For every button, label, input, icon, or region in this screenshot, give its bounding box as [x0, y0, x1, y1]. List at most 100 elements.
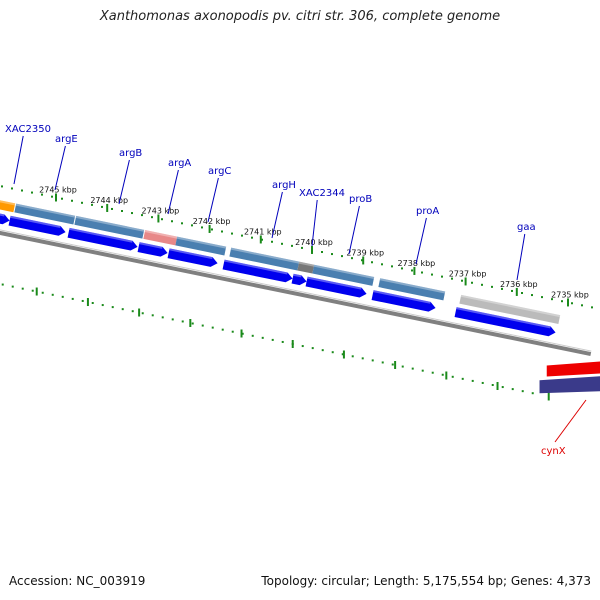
- backbone-line: [0, 230, 592, 357]
- inner-tick-dot: [461, 377, 464, 380]
- gene-bar-argA: [143, 230, 178, 246]
- tick-dot: [391, 265, 393, 268]
- tick-dot: [501, 287, 503, 290]
- inner-tick-dot: [41, 291, 44, 294]
- gene-label-argH: argH: [272, 180, 296, 191]
- leader-line-argB: [118, 159, 130, 205]
- inner-tick-dot: [151, 314, 154, 317]
- inner-tick-dot: [61, 295, 64, 298]
- leader-line-proB: [348, 205, 360, 255]
- tick-dot: [91, 203, 93, 206]
- inner-tick-dot: [131, 310, 134, 313]
- cds-arrow: [167, 248, 218, 267]
- cds-arrow-shade: [307, 276, 362, 290]
- map-title: Xanthomonas axonopodis pv. citri str. 30…: [99, 9, 501, 24]
- inner-tick-dot: [211, 326, 214, 329]
- tick-label: 2745 kbp: [39, 185, 77, 194]
- gene-label-proA: proA: [416, 206, 439, 217]
- tick-dot: [591, 306, 593, 309]
- gene-label-gaa: gaa: [517, 222, 536, 233]
- tick-dot: [331, 253, 333, 256]
- tick-dot: [521, 292, 523, 295]
- tick-dot: [221, 230, 223, 233]
- inner-tick-dot: [231, 330, 234, 333]
- tick-dot: [451, 277, 453, 280]
- cds-arrow: [222, 259, 293, 283]
- tick-label: 2737 kbp: [449, 269, 487, 278]
- tick-dot: [161, 218, 163, 221]
- inner-tick-dot: [51, 293, 54, 296]
- tick-dot: [461, 279, 463, 282]
- tick-label: 2742 kbp: [193, 217, 231, 226]
- gene-bar-proB-shade: [313, 264, 375, 279]
- gene-bar-argB: [74, 215, 145, 239]
- tick-dot: [211, 228, 213, 231]
- inner-tick-dot: [421, 369, 424, 372]
- tick-dot: [51, 195, 53, 198]
- tick-label: 2736 kbp: [500, 280, 538, 289]
- tick-label: 2744 kbp: [90, 196, 128, 205]
- tick-label: 2735 kbp: [551, 290, 589, 299]
- inner-tick-dot: [491, 384, 494, 387]
- tick-dot: [101, 205, 103, 208]
- inner-tick-dot: [391, 363, 394, 366]
- tick-dot: [431, 273, 433, 276]
- cds-arrow: [0, 213, 10, 225]
- tick-dot: [281, 242, 283, 245]
- tick-dot: [301, 246, 303, 249]
- inner-tick-dot: [501, 386, 504, 389]
- inner-tick-dot: [31, 289, 34, 292]
- cds-arrow-shade: [139, 242, 163, 249]
- gene-label-XAC2350: XAC2350: [5, 124, 51, 135]
- cds-arrow-shade: [293, 273, 302, 278]
- tick-dot: [351, 257, 353, 260]
- tick-dot: [481, 283, 483, 286]
- tick-dot: [291, 244, 293, 247]
- inner-tick-dot: [121, 308, 124, 311]
- inner-tick-dot: [161, 316, 164, 319]
- inner-tick-dot: [21, 287, 24, 290]
- tick-dot: [261, 238, 263, 241]
- gene-bar-proB: [312, 264, 375, 286]
- gene-label-argB: argB: [119, 148, 142, 159]
- cds-arrow: [291, 273, 307, 286]
- gene-bar-argC-shade: [176, 236, 227, 249]
- inner-tick-dot: [431, 371, 434, 374]
- label-layer: 2745 kbp 2744 kbp 2743 kbp 2742 kbp 2741 kbp…: [5, 124, 589, 457]
- gene-bar-argH: [229, 247, 300, 271]
- leader-line-argE: [54, 145, 66, 191]
- cds-arrow: [8, 215, 66, 236]
- tick-dot: [411, 269, 413, 272]
- tick-dot: [31, 191, 33, 194]
- inner-tick-dot: [101, 304, 104, 307]
- inner-tick-dot: [251, 334, 254, 337]
- gene-bar-gaa: [459, 294, 561, 324]
- inner-tick-dot: [321, 349, 324, 352]
- leader-line-argC: [207, 177, 219, 223]
- tick-dot: [41, 193, 43, 196]
- gene-label-argA: argA: [168, 158, 191, 169]
- leader-line-argH: [271, 191, 283, 239]
- inner-tick-dot: [241, 332, 244, 335]
- gene-bar-orange: [0, 200, 16, 213]
- tick-dot: [11, 187, 13, 190]
- tick-label: 2741 kbp: [244, 227, 282, 236]
- inner-tick-dot: [261, 336, 264, 339]
- leader-line-argA: [167, 169, 179, 215]
- gene-label-cynX: cynX: [541, 446, 566, 457]
- tick-dot: [131, 212, 133, 215]
- tick-dot: [241, 234, 243, 237]
- inner-tick-dot: [91, 302, 94, 305]
- leader-line-gaa: [516, 233, 526, 281]
- inner-tick-dot: [401, 365, 404, 368]
- inner-tick-dot: [281, 340, 284, 343]
- gene-bar-gaa-shade: [460, 294, 561, 318]
- inner-tick-dot: [301, 345, 304, 348]
- tick-dot: [181, 222, 183, 225]
- tick-dot: [341, 255, 343, 258]
- leader-line-XAC2350: [13, 135, 24, 185]
- tick-dot: [71, 199, 73, 202]
- cds-arrow-shade: [224, 259, 288, 275]
- tick-dot: [531, 294, 533, 297]
